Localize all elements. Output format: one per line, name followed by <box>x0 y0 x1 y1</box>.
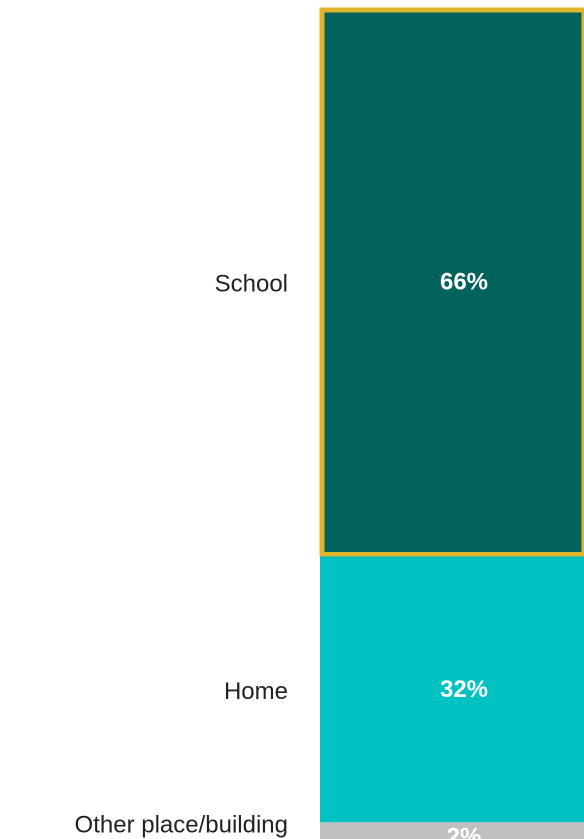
bar-segment-school <box>319 7 584 557</box>
bar-segment-other-place-building <box>320 822 584 839</box>
bar-segments <box>319 7 584 839</box>
category-labels: School Home Other place/building <box>75 271 288 839</box>
value-label-other-place-building: 2% <box>447 824 482 839</box>
category-label-home: Home <box>224 678 288 705</box>
category-label-school: School <box>215 271 288 298</box>
value-label-school: 66% <box>440 269 488 296</box>
value-label-home: 32% <box>440 676 488 703</box>
value-labels: 66% 32% 2% <box>440 269 488 839</box>
category-label-other-place-building: Other place/building <box>75 812 288 839</box>
bar-segment-home <box>320 556 584 823</box>
